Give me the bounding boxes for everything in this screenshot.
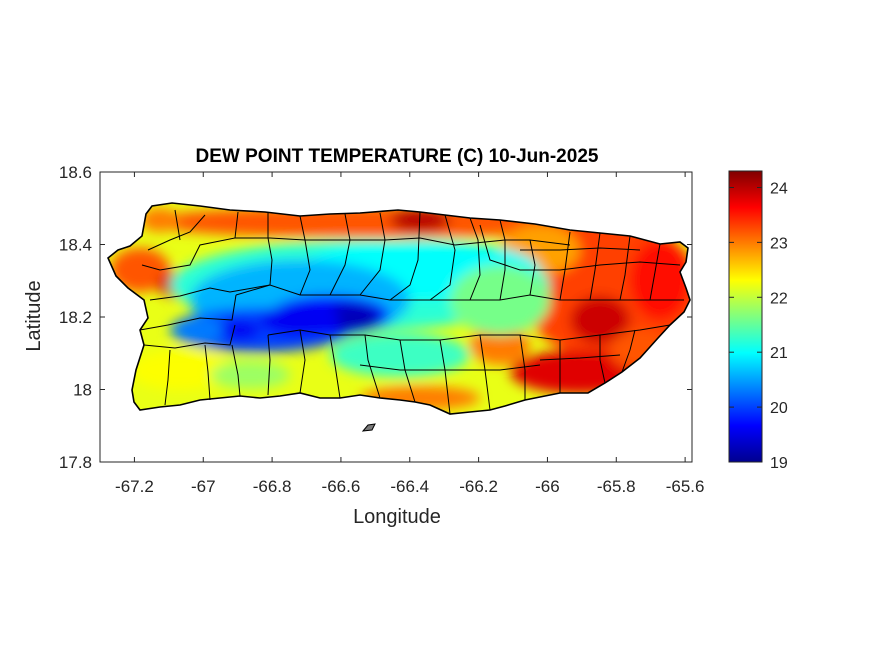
colorbar-tick-label: 19: [770, 455, 788, 472]
municipality-border: [479, 224, 681, 271]
x-tick-label: -66.6: [322, 477, 361, 496]
municipality-border: [359, 364, 450, 371]
x-tick-label: -66.2: [459, 477, 498, 496]
municipality-border: [519, 334, 526, 400]
x-tick-label: -66.4: [390, 477, 429, 496]
municipality-border: [141, 211, 239, 271]
x-tick-label: -67: [191, 477, 216, 496]
municipality-border: [164, 349, 171, 406]
municipality-border: [235, 284, 684, 301]
field-blob: [130, 350, 230, 390]
municipality-border: [147, 214, 206, 251]
municipality-border: [143, 324, 236, 349]
municipality-border: [267, 324, 671, 341]
municipality-border: [429, 214, 456, 301]
field-blob: [570, 296, 630, 344]
municipality-border: [589, 232, 601, 301]
x-tick-label: -67.2: [115, 477, 154, 496]
municipality-border: [299, 215, 311, 296]
colorbar: [728, 170, 763, 463]
y-axis-label: Latitude: [23, 280, 45, 351]
municipality-border: [231, 344, 241, 397]
municipality-border: [204, 344, 211, 401]
municipality-border: [529, 239, 536, 296]
caja-de-muertos-island: [361, 423, 376, 432]
x-axis: -67.2 -67 -66.8 -66.6 -66.4 -66.2 -66 -65.8 -65.…: [115, 172, 704, 496]
municipality-border: [139, 294, 237, 331]
municipality-border: [499, 219, 506, 301]
municipality-border: [520, 247, 641, 251]
y-tick-label: 17.8: [59, 453, 92, 472]
y-tick-label: 18.6: [59, 163, 92, 182]
municipality-border: [299, 329, 306, 394]
colorbar-tick-label: 23: [770, 235, 788, 252]
x-tick-label: -65.8: [597, 477, 636, 496]
x-tick-label: -66.8: [253, 477, 292, 496]
x-tick-label: -65.6: [666, 477, 705, 496]
field-blob: [170, 318, 230, 342]
municipality-border: [649, 243, 661, 301]
colorbar-tick-label: 22: [770, 290, 788, 307]
x-tick-label: -66: [535, 477, 560, 496]
x-axis-label: Longitude: [353, 506, 441, 528]
municipality-borders: [139, 209, 684, 415]
colorbar-ticks: 19 20 21 22 23 24: [729, 180, 788, 472]
field-blob: [210, 361, 290, 389]
colorbar-tick-label: 21: [770, 345, 788, 362]
municipality-border: [621, 329, 636, 373]
chart-title: DEW POINT TEMPERATURE (C) 10-Jun-2025: [196, 146, 599, 167]
field-blob: [630, 240, 690, 320]
municipality-border: [389, 211, 421, 301]
municipality-border: [267, 334, 271, 396]
y-axis: 17.8 18 18.2 18.4 18.6: [59, 163, 692, 472]
municipality-border: [364, 334, 381, 399]
municipality-border: [359, 212, 386, 296]
colorbar-tick-label: 24: [770, 180, 788, 197]
municipality-border: [469, 217, 481, 301]
y-tick-label: 18.2: [59, 308, 92, 327]
municipality-border: [599, 335, 606, 384]
field-blob: [110, 248, 170, 292]
field-blob: [220, 320, 260, 340]
municipality-border: [450, 364, 541, 371]
field-blob: [140, 208, 180, 232]
municipality-border: [235, 237, 571, 246]
municipality-border: [329, 334, 341, 399]
municipality-border: [174, 209, 181, 241]
field-blob: [260, 304, 340, 336]
municipality-border: [149, 212, 273, 301]
municipality-border: [329, 213, 351, 296]
colorbar-tick-label: 20: [770, 400, 788, 417]
municipality-border: [539, 354, 621, 361]
y-tick-label: 18: [73, 381, 92, 400]
y-tick-label: 18.4: [59, 236, 92, 255]
